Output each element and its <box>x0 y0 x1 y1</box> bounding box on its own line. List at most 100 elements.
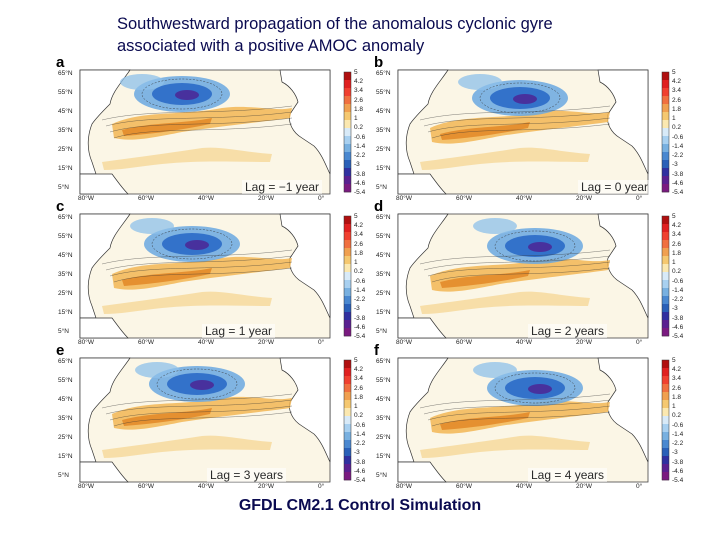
longitude-tick-label: 20°W <box>576 483 592 490</box>
colorbar-tick-label: 1 <box>672 115 676 123</box>
longitude-tick-label: 80°W <box>396 339 412 346</box>
latitude-tick-label: 15°N <box>58 309 73 316</box>
longitude-tick-label: 0° <box>636 339 643 346</box>
title-line-2: associated with a positive AMOC anomaly <box>117 37 425 55</box>
colorbar-tick-label: -0.6 <box>354 133 366 141</box>
colorbar-tick-label: -1.4 <box>672 286 684 294</box>
colorbar-tick-label: 4.2 <box>672 222 682 230</box>
latitude-tick-label: 45°N <box>58 252 73 259</box>
longitude-tick-label: 40°W <box>198 339 214 346</box>
latitude-tick-label: 25°N <box>376 434 391 441</box>
latitude-tick-label: 65°N <box>376 214 391 221</box>
latitude-tick-label: 65°N <box>376 70 391 77</box>
colorbar-tick-label: 4.2 <box>354 222 364 230</box>
latitude-tick-label: 5°N <box>58 472 69 479</box>
longitude-tick-label: 80°W <box>78 483 94 490</box>
latitude-tick-label: 55°N <box>376 89 391 96</box>
colorbar-tick-label: -1.4 <box>354 286 366 294</box>
longitude-tick-label: 0° <box>318 339 325 346</box>
colorbar-tick-label: 5 <box>672 357 676 364</box>
panel-label: c <box>56 198 65 215</box>
map-panel-e: 5 4.2 3.4 2.6 1.8 1 0.2 -0.6 -1.4 -2.2 -3 -3.8 -4.6 -… <box>52 343 378 490</box>
colorbar-tick-label: -3 <box>672 305 678 313</box>
longitude-tick-label: 80°W <box>396 195 412 202</box>
colorbar-tick-label: 3.4 <box>672 375 682 383</box>
lag-label: Lag = 1 year <box>202 324 276 338</box>
longitude-tick-label: 40°W <box>516 483 532 490</box>
colorbar-tick-label: 2.6 <box>672 96 682 104</box>
latitude-tick-label: 5°N <box>58 328 69 335</box>
colorbar-tick-label: 3.4 <box>354 231 364 239</box>
colorbar-tick-label: -3 <box>354 161 360 169</box>
colorbar-tick-label: 0.2 <box>354 268 364 276</box>
colorbar-tick-label: 1 <box>672 403 676 411</box>
longitude-tick-label: 20°W <box>258 195 274 202</box>
map-panel-f: 5 4.2 3.4 2.6 1.8 1 0.2 -0.6 -1.4 -2.2 -3 -3.8 -4.6 -… <box>370 343 696 490</box>
latitude-tick-label: 25°N <box>58 290 73 297</box>
colorbar-tick-label: -2.2 <box>672 152 684 160</box>
latitude-tick-label: 25°N <box>58 434 73 441</box>
colorbar-tick-label: -2.2 <box>672 440 684 448</box>
colorbar-tick-label: 4.2 <box>672 78 682 86</box>
longitude-tick-label: 0° <box>636 483 643 490</box>
latitude-tick-label: 15°N <box>376 309 391 316</box>
longitude-tick-label: 20°W <box>258 483 274 490</box>
colorbar-tick-label: -1.4 <box>354 430 366 438</box>
colorbar-tick-label: 5 <box>672 69 676 76</box>
longitude-tick-label: 20°W <box>258 339 274 346</box>
slide-title: Southwestward propagation of the anomalo… <box>117 13 677 57</box>
latitude-tick-label: 35°N <box>376 415 391 422</box>
colorbar-tick-label: -3 <box>672 449 678 457</box>
latitude-tick-label: 65°N <box>376 358 391 365</box>
longitude-tick-label: 60°W <box>138 339 154 346</box>
colorbar-tick-label: 5 <box>354 357 358 364</box>
lag-label: Lag = 0 year <box>578 180 652 194</box>
longitude-tick-label: 20°W <box>576 339 592 346</box>
colorbar-tick-label: 4.2 <box>354 366 364 374</box>
colorbar-tick-label: -1.4 <box>672 142 684 150</box>
panel-label: e <box>56 342 65 359</box>
colorbar-tick-label: -4.6 <box>354 467 366 475</box>
latitude-tick-label: 5°N <box>376 328 387 335</box>
colorbar-tick-label: -5.4 <box>354 333 366 340</box>
colorbar-tick-label: -5.4 <box>354 189 366 196</box>
lag-label: Lag = −1 year <box>242 180 323 194</box>
colorbar-tick-label: 0.2 <box>354 124 364 132</box>
map-panel-a: 5 4.2 3.4 2.6 1.8 1 0.2 -0.6 -1.4 -2.2 -3 -3.8 -4.6 -… <box>52 55 378 202</box>
colorbar-tick-label: -5.4 <box>672 477 684 484</box>
colorbar-tick-label: -3 <box>672 161 678 169</box>
title-line-1: Southwestward propagation of the anomalo… <box>117 15 553 33</box>
longitude-tick-label: 80°W <box>78 339 94 346</box>
colorbar-tick-label: 1.8 <box>672 249 682 257</box>
latitude-tick-label: 65°N <box>58 70 73 77</box>
longitude-tick-label: 80°W <box>396 483 412 490</box>
lag-label: Lag = 3 years <box>207 468 287 482</box>
colorbar-tick-label: -3.8 <box>672 314 684 322</box>
latitude-tick-label: 5°N <box>376 184 387 191</box>
latitude-tick-label: 55°N <box>58 89 73 96</box>
colorbar-tick-label: 1.8 <box>354 249 364 257</box>
colorbar-tick-label: -0.6 <box>672 421 684 429</box>
longitude-tick-label: 80°W <box>78 195 94 202</box>
colorbar-tick-label: 5 <box>354 213 358 220</box>
longitude-tick-label: 60°W <box>456 339 472 346</box>
colorbar-tick-label: 5 <box>354 69 358 76</box>
longitude-tick-label: 60°W <box>456 483 472 490</box>
map-panel-b: 5 4.2 3.4 2.6 1.8 1 0.2 -0.6 -1.4 -2.2 -3 -3.8 -4.6 -… <box>370 55 696 202</box>
caption: GFDL CM2.1 Control Simulation <box>238 497 482 514</box>
colorbar-tick-label: 3.4 <box>354 375 364 383</box>
colorbar-tick-label: -3 <box>354 305 360 313</box>
colorbar-tick-label: -4.6 <box>354 323 366 331</box>
longitude-tick-label: 60°W <box>138 195 154 202</box>
colorbar-tick-label: -0.6 <box>354 421 366 429</box>
colorbar-tick-label: -4.6 <box>672 323 684 331</box>
colorbar-tick-label: 1.8 <box>354 393 364 401</box>
colorbar-tick-label: -3.8 <box>672 458 684 466</box>
colorbar-tick-label: 0.2 <box>672 268 682 276</box>
colorbar-tick-label: -5.4 <box>354 477 366 484</box>
colorbar-tick-label: 2.6 <box>672 240 682 248</box>
colorbar-tick-label: -3.8 <box>354 314 366 322</box>
anomaly-map <box>79 213 352 339</box>
latitude-tick-label: 55°N <box>58 377 73 384</box>
colorbar-tick-label: -5.4 <box>672 189 684 196</box>
